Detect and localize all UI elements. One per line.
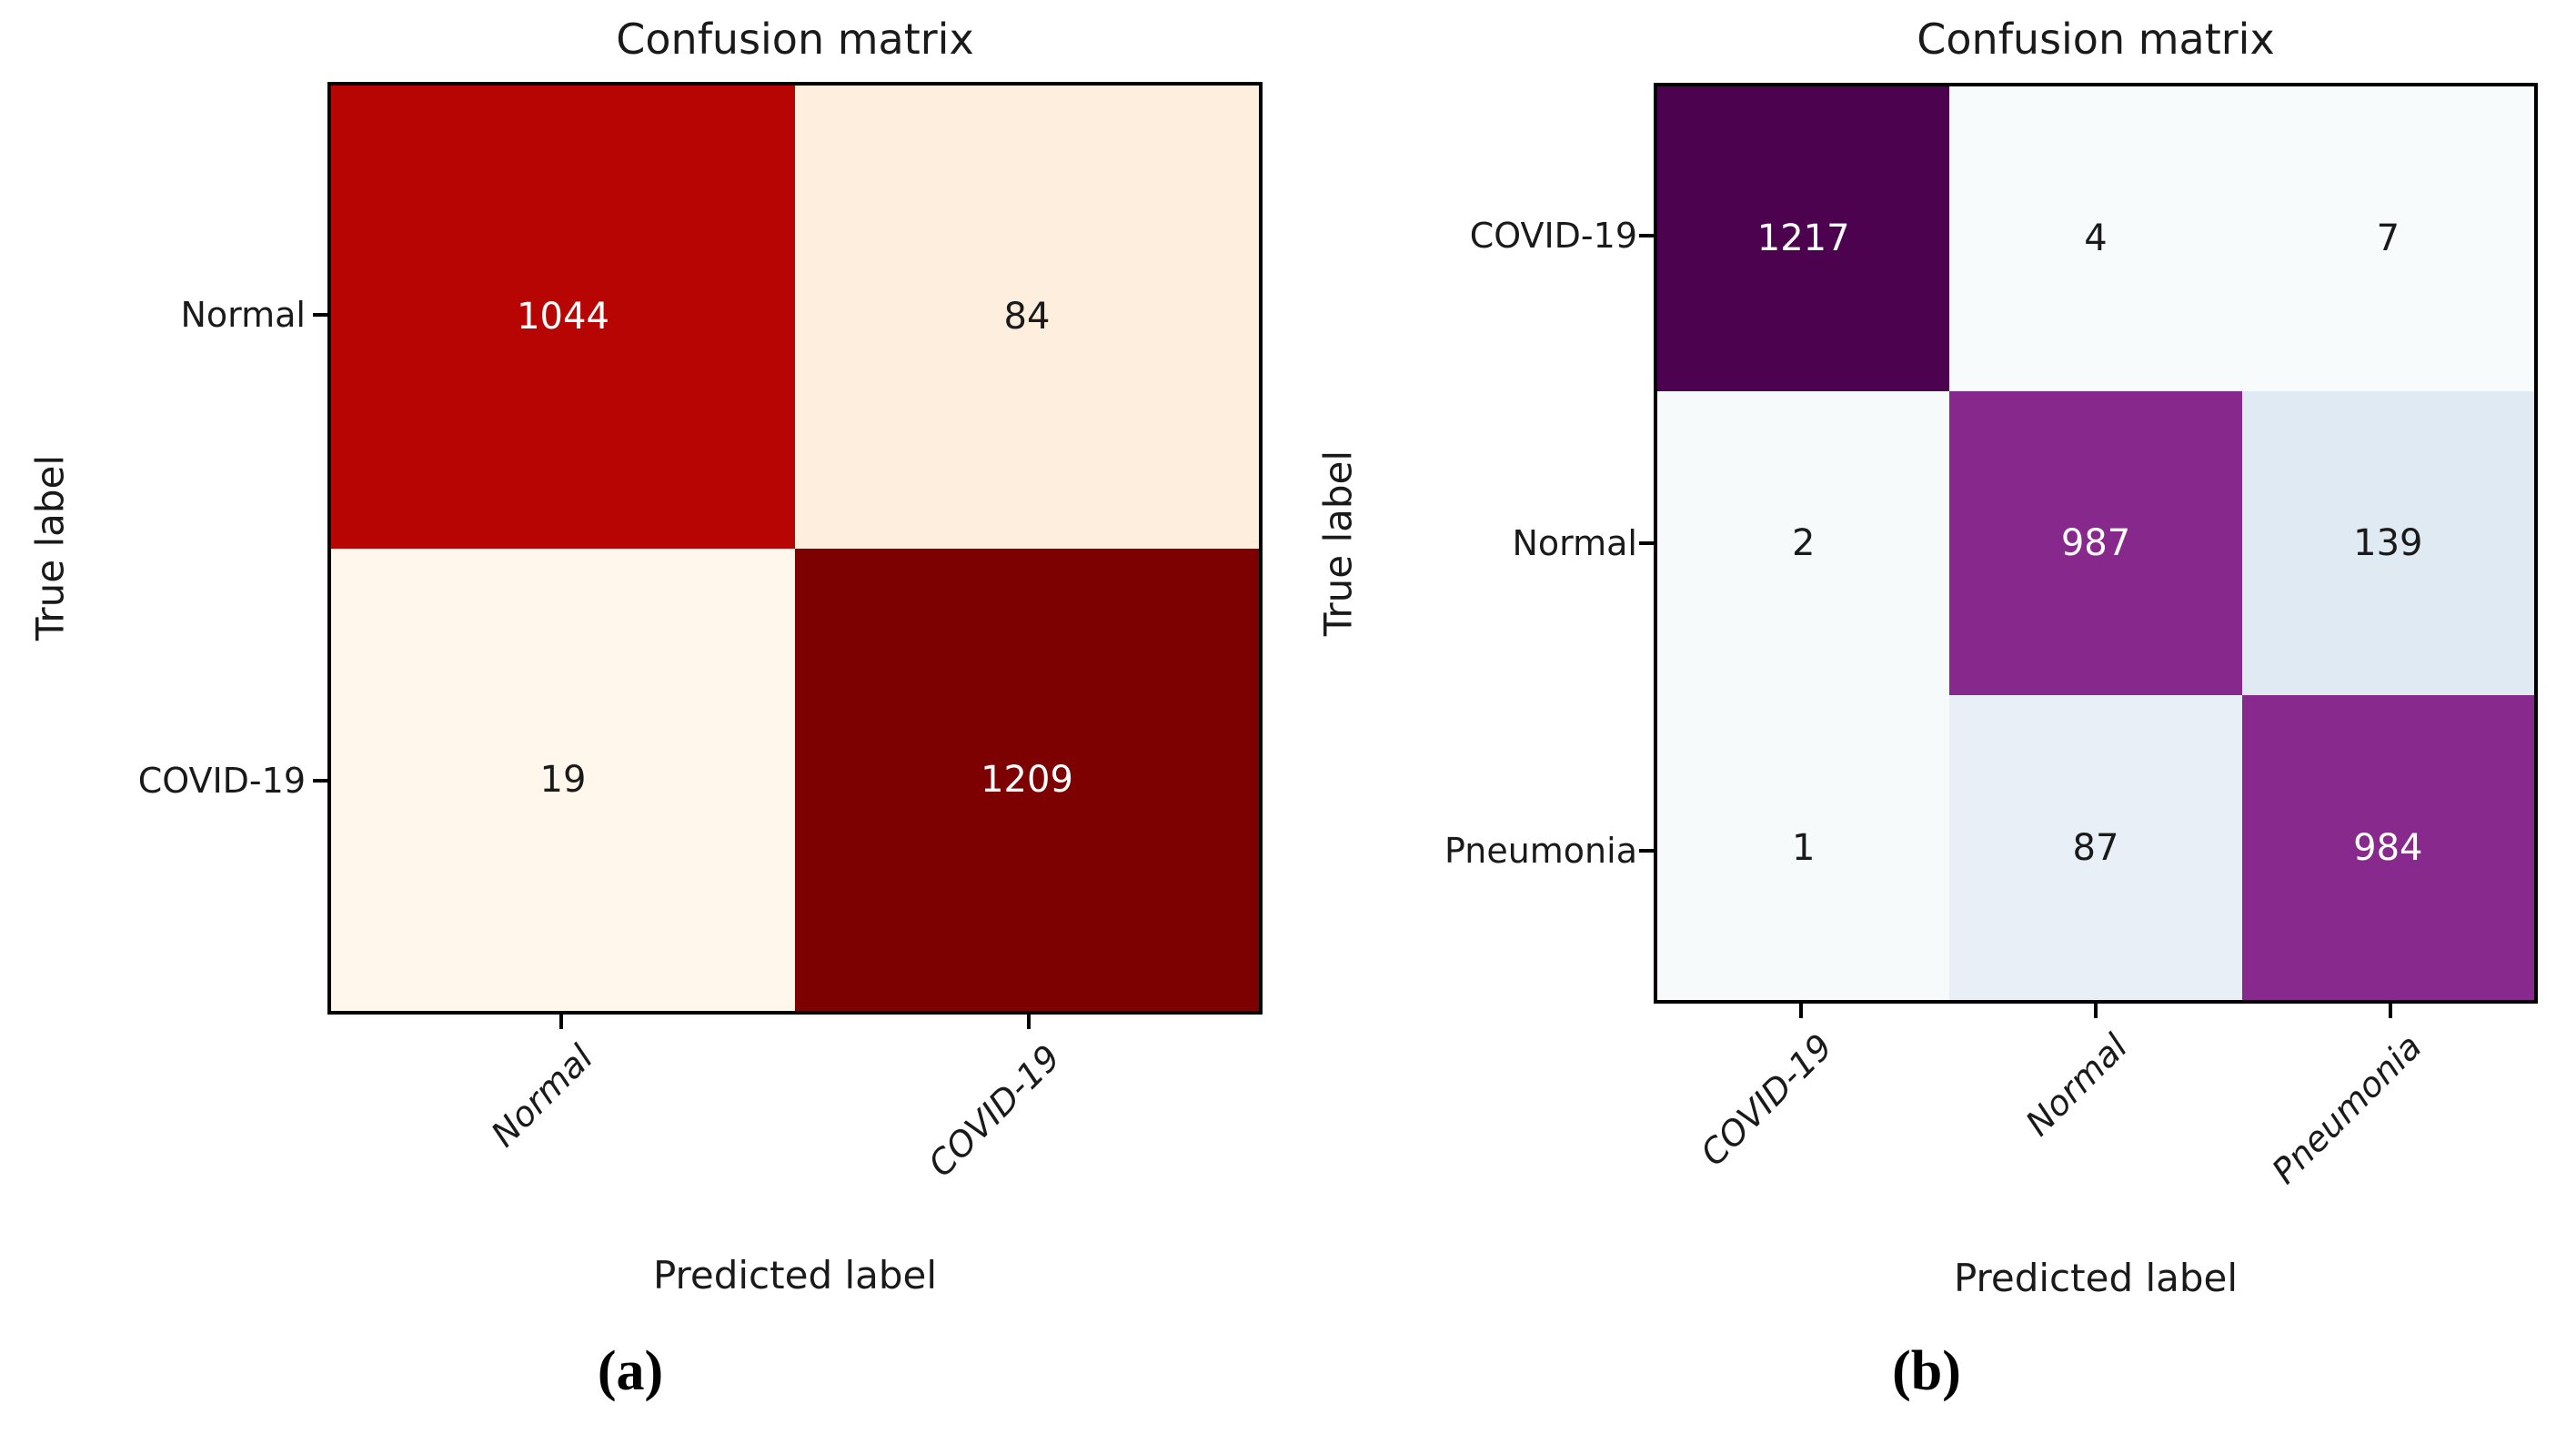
y-tick-mark: [1639, 541, 1654, 545]
matrix-cell: 1217: [1657, 86, 1950, 391]
y-tick-mark: [313, 313, 327, 317]
plot-area: 1044 84 19 1209: [327, 82, 1263, 1015]
chart-title: Confusion matrix: [616, 15, 974, 64]
matrix-cell: 84: [795, 86, 1259, 549]
matrix-cell: 1209: [795, 548, 1259, 1011]
matrix-cell: 139: [2241, 390, 2534, 696]
col-tick-label: Normal: [2018, 1026, 2136, 1144]
col-tick-label: Normal: [483, 1037, 601, 1155]
y-tick-mark: [1639, 849, 1654, 853]
panel-caption: (a): [597, 1340, 664, 1402]
matrix-cell: 2: [1657, 390, 1950, 696]
matrix-cell: 19: [331, 548, 795, 1011]
x-tick-mark: [1799, 1004, 1803, 1018]
matrix-cell: 87: [1949, 695, 2242, 1000]
matrix-cell: 7: [2241, 86, 2534, 391]
row-tick-label: COVID-19: [137, 761, 306, 801]
x-tick-mark: [1027, 1015, 1031, 1029]
row-tick-label: Normal: [180, 295, 307, 335]
y-axis-label: True label: [27, 454, 73, 641]
matrix-cell: 984: [2241, 695, 2534, 1000]
x-tick-mark: [559, 1015, 563, 1029]
row-tick-label: COVID-19: [1469, 216, 1637, 256]
panel-b: Confusion matrix True label COVID-19 Nor…: [1288, 0, 2576, 1434]
x-tick-mark: [2389, 1004, 2392, 1018]
matrix-cell: 987: [1949, 390, 2242, 696]
chart-title: Confusion matrix: [1917, 15, 2275, 64]
plot-area: 1217 4 7 2 987 139 1 87 984: [1654, 83, 2538, 1004]
row-tick-label: Normal: [1512, 523, 1638, 563]
matrix-cell: 1044: [331, 86, 795, 549]
y-tick-mark: [313, 779, 327, 783]
x-axis-label: Predicted label: [652, 1253, 938, 1298]
y-tick-mark: [1639, 234, 1654, 237]
x-tick-mark: [2094, 1004, 2098, 1018]
col-tick-label: COVID-19: [921, 1037, 1069, 1185]
row-tick-label: Pneumonia: [1444, 831, 1637, 871]
col-tick-label: Pneumonia: [2264, 1026, 2430, 1192]
matrix-cell: 4: [1949, 86, 2242, 391]
panel-a: Confusion matrix True label Normal COVID…: [27, 15, 1263, 1402]
matrix-cell: 1: [1657, 695, 1950, 1000]
col-tick-label: COVID-19: [1693, 1026, 1841, 1174]
x-axis-label: Predicted label: [1953, 1256, 2239, 1300]
panel-caption: (b): [1892, 1340, 1961, 1402]
